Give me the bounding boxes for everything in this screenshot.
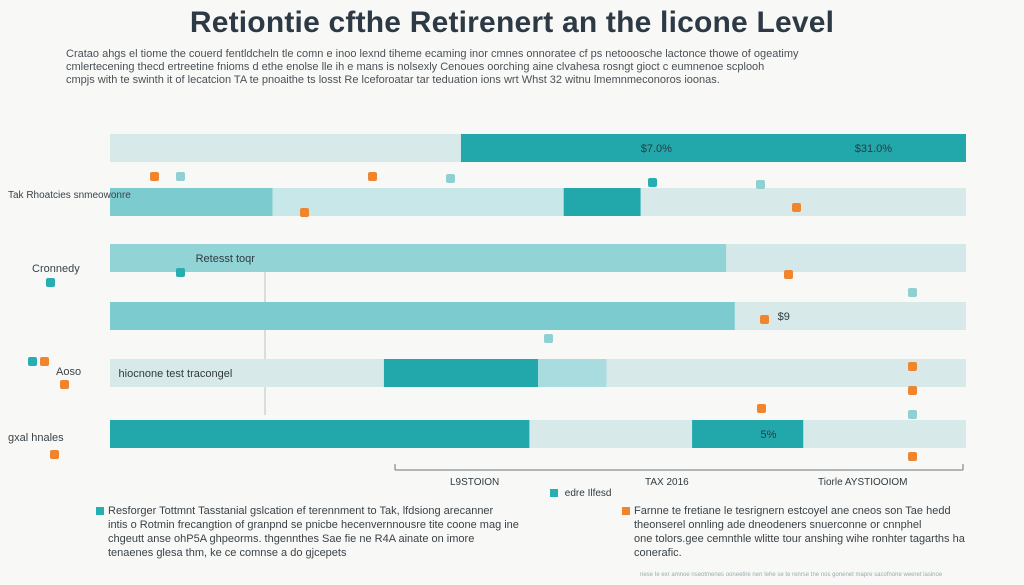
footer-note-left: Resforger Tottmnt Tasstanial gslcation e… [108, 504, 588, 560]
footer-note-right: Farnne te fretiane le tesrignern estcoye… [634, 504, 1014, 560]
fine-print: nese Ie exr amnoe nseotmenes ooneetire n… [640, 572, 943, 578]
data-label: Retesst toqr [196, 253, 256, 265]
legend-swatch [550, 489, 558, 498]
bar-segment [606, 359, 966, 387]
marker [544, 334, 553, 343]
data-label: $7.0% [641, 143, 672, 155]
bar-segment [110, 188, 273, 216]
row-label: Tak Rhoatcies snmeowonre [8, 190, 131, 201]
x-axis-label: Tiorle AYSTIOOIOM [818, 477, 908, 488]
marker [176, 268, 185, 277]
marker [40, 357, 49, 366]
marker [908, 410, 917, 419]
footer-line: Resforger Tottmnt Tasstanial gslcation e… [108, 505, 494, 517]
bar-segment [272, 188, 564, 216]
marker [50, 450, 59, 459]
footer-line: Farnne te fretiane le tesrignern estcoye… [634, 505, 951, 517]
bar-segment [110, 134, 461, 162]
legend-swatch [96, 507, 104, 515]
marker [46, 278, 55, 287]
chart-title: Retiontie cfthe Retirenert an the licone… [189, 6, 835, 39]
marker [176, 172, 185, 181]
subtitle-line: cmpjs with te swinth it of lecatcion TA … [66, 74, 720, 86]
bar-segment [726, 244, 966, 272]
marker [908, 386, 917, 395]
data-label: $9 [778, 311, 790, 323]
marker [908, 288, 917, 297]
bar-segment [110, 302, 735, 330]
bar-segment [803, 420, 966, 448]
footer-line: conerafic. [634, 547, 682, 559]
footer-line: theonserel onnling ade dneodeners snuerc… [634, 519, 922, 531]
bar-segment [529, 420, 693, 448]
row-label: gxal hnales [8, 432, 64, 444]
data-label: hiocnone test tracongel [119, 368, 233, 380]
bar-segment [110, 359, 384, 387]
x-axis-label: L9STOION [450, 477, 500, 488]
marker [150, 172, 159, 181]
data-label: 5% [761, 429, 777, 441]
bar-segment [563, 188, 641, 216]
marker [648, 178, 657, 187]
marker [300, 208, 309, 217]
marker [757, 404, 766, 413]
marker [368, 172, 377, 181]
footer-line: one tolors.gee cemnthle wlitte tour ansh… [634, 533, 965, 545]
footer-line: intis o Rotmin frecangtion of granpnd se… [108, 519, 519, 531]
subtitle-line: Cratao ahgs el tiome the couerd fentldch… [66, 48, 799, 60]
bar-segment [734, 302, 966, 330]
bar-segment [640, 188, 966, 216]
data-label: $31.0% [855, 143, 893, 155]
marker [446, 174, 455, 183]
x-axis-label: TAX 2016 [645, 477, 689, 488]
chart-subtitle: Cratao ahgs el tiome the couerd fentldch… [66, 48, 966, 87]
footer-line: tenaenes glesa thm, ke ce comnse a do gj… [108, 547, 347, 559]
bar-segment [692, 420, 804, 448]
legend-label: edre Ilfesd [564, 488, 612, 499]
marker [784, 270, 793, 279]
marker [756, 180, 765, 189]
row-label: Aoso [56, 366, 82, 378]
bar-segment [538, 359, 607, 387]
marker [60, 380, 69, 389]
marker [28, 357, 37, 366]
footer-line: chgeutt anse ohP5A ghpeorms. thgennthes … [108, 533, 475, 545]
marker [792, 203, 801, 212]
legend-swatch [622, 507, 630, 515]
bar-segment [460, 134, 966, 162]
marker [908, 362, 917, 371]
marker [760, 315, 769, 324]
marker [908, 452, 917, 461]
bar-segment [110, 420, 530, 448]
bar-segment [110, 244, 727, 272]
bar-segment [383, 359, 538, 387]
subtitle-line: cmlertecening thecd ertreetine fnioms d … [66, 61, 765, 73]
row-label: Cronnedy [32, 263, 80, 275]
legend: edre Ilfesd [550, 488, 611, 499]
